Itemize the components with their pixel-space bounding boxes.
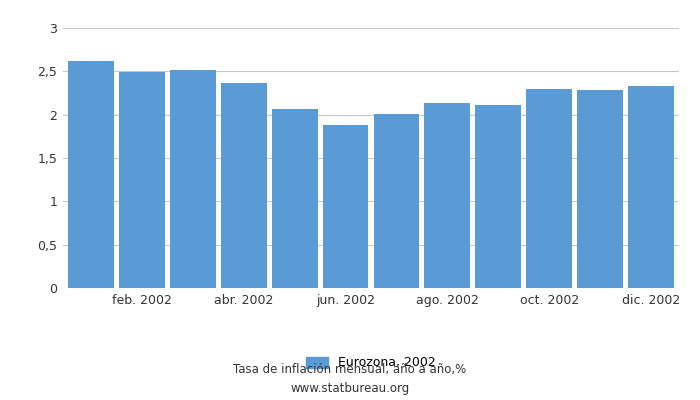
- Bar: [578, 90, 623, 288]
- Text: www.statbureau.org: www.statbureau.org: [290, 382, 410, 395]
- Bar: [272, 109, 318, 288]
- Bar: [68, 61, 114, 288]
- Bar: [323, 125, 368, 288]
- Bar: [374, 114, 419, 288]
- Text: Tasa de inflación mensual, año a año,%: Tasa de inflación mensual, año a año,%: [233, 364, 467, 376]
- Bar: [220, 84, 267, 288]
- Legend: Eurozona, 2002: Eurozona, 2002: [301, 352, 441, 374]
- Bar: [170, 70, 216, 288]
- Bar: [475, 105, 522, 288]
- Bar: [628, 86, 674, 288]
- Bar: [119, 72, 164, 288]
- Bar: [424, 102, 470, 288]
- Bar: [526, 89, 572, 288]
